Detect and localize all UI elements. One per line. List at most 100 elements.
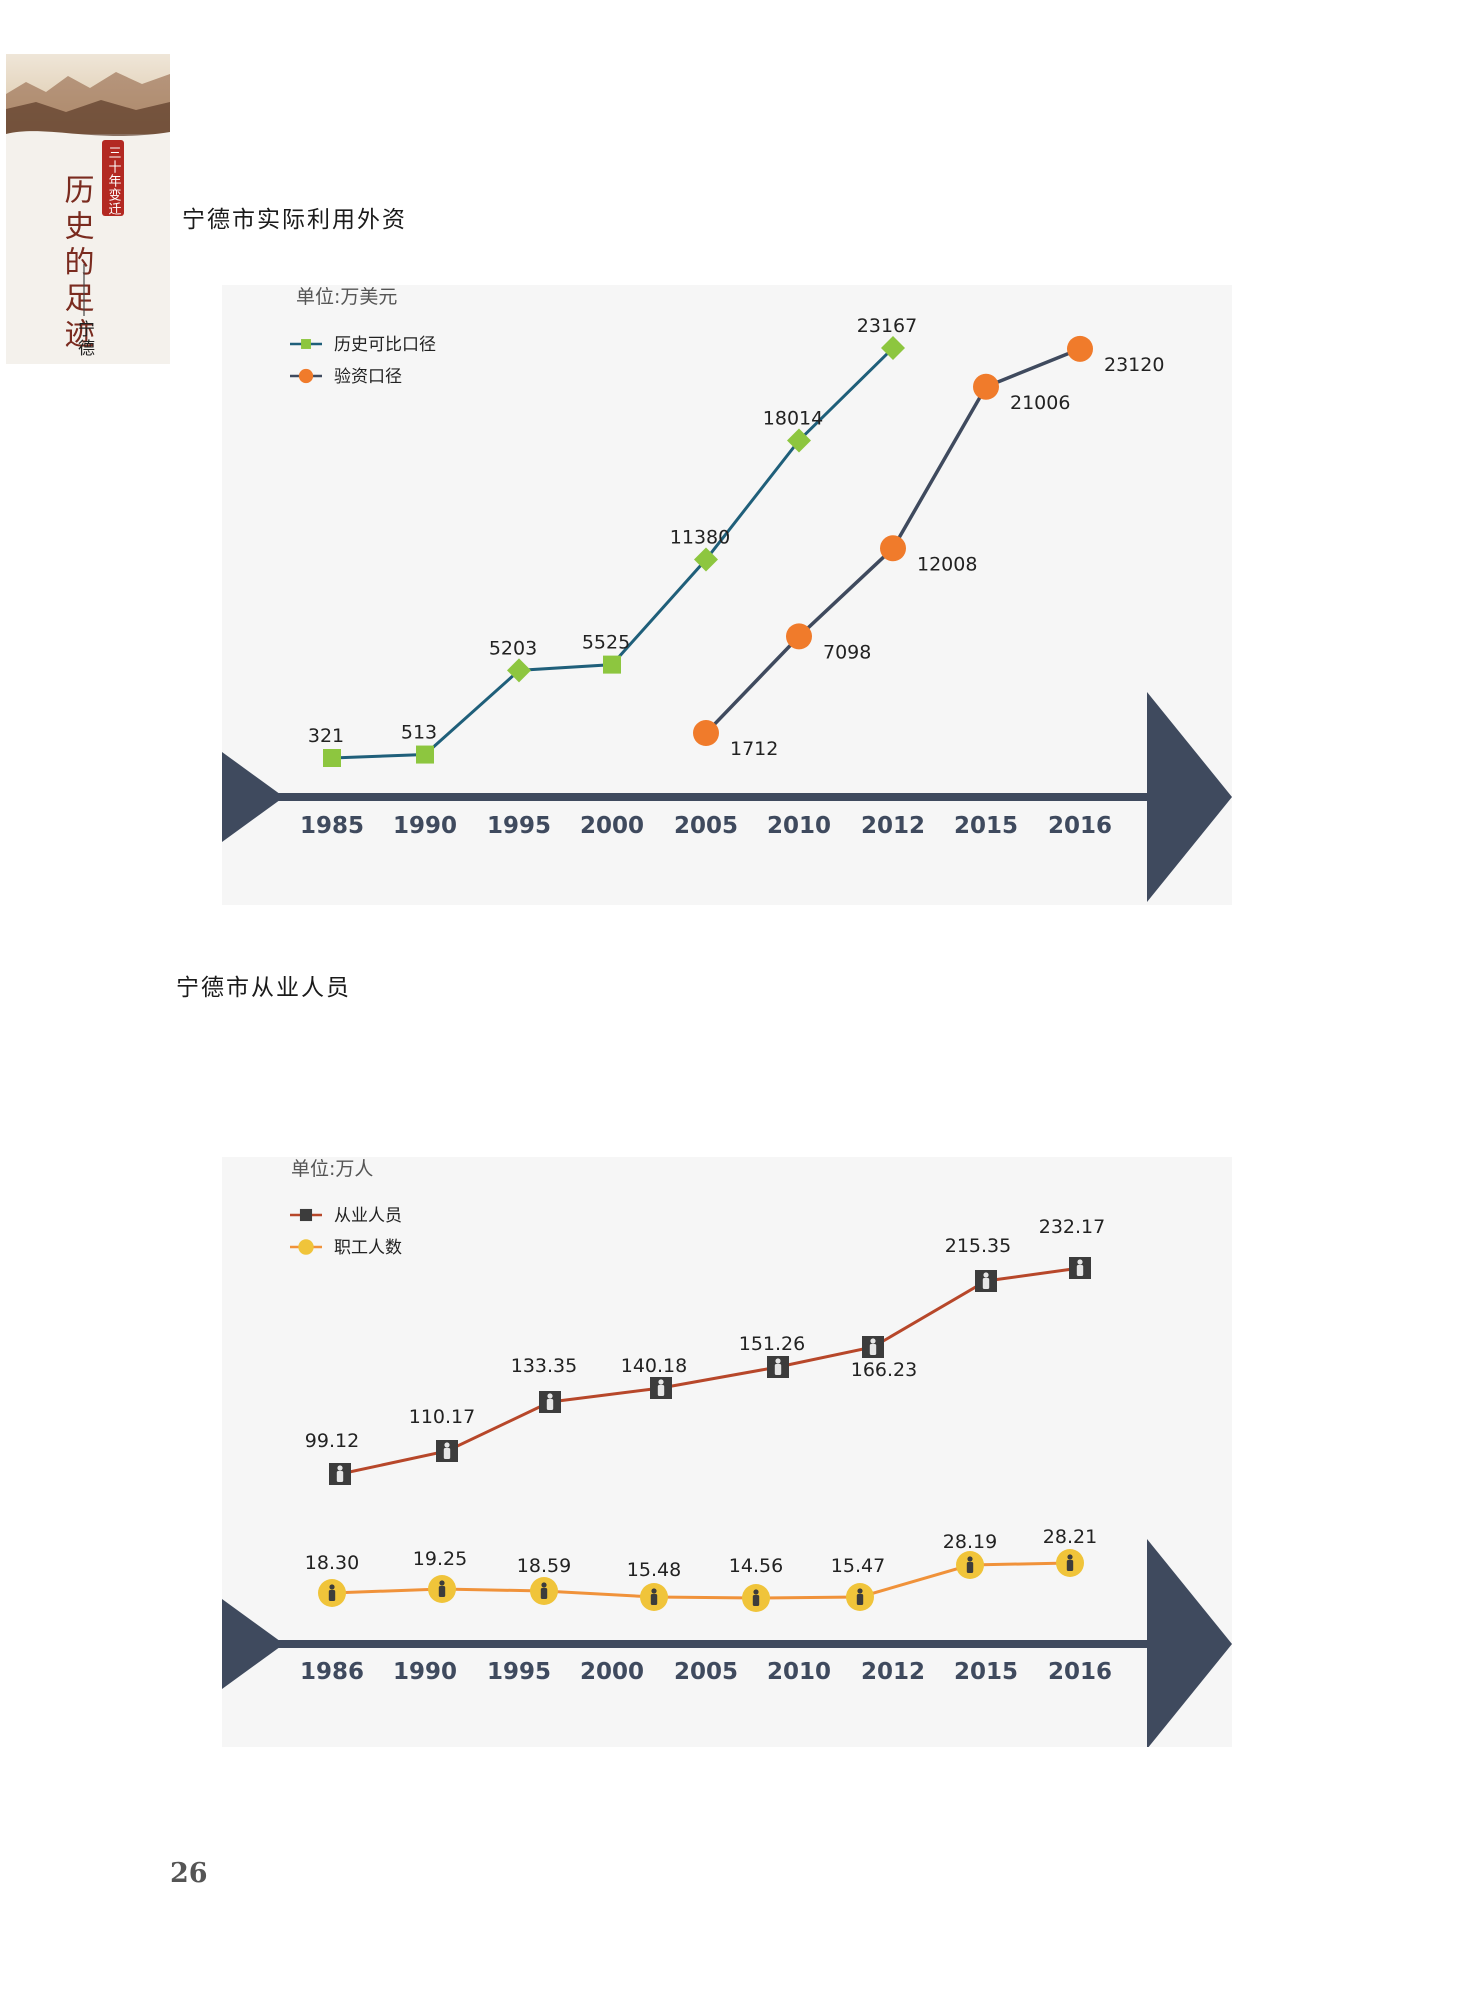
page-number: 26	[170, 1858, 208, 1889]
axis-start-arrow	[222, 1599, 284, 1689]
x-tick-label: 1990	[393, 1659, 457, 1685]
data-point-verified	[693, 720, 719, 747]
person-icon-head	[439, 1580, 445, 1586]
person-icon-body	[982, 1278, 990, 1289]
data-label-employees: 15.47	[831, 1555, 885, 1577]
data-label-employees: 15.48	[627, 1559, 681, 1581]
data-label-historical: 11380	[670, 527, 730, 549]
series-line-employees	[331, 1561, 1071, 1600]
person-icon-body	[546, 1399, 554, 1410]
x-tick-label: 2016	[1048, 1659, 1112, 1685]
data-label-employees: 28.19	[943, 1531, 997, 1553]
section-title-foreign-investment: 宁德市实际利用外资	[182, 207, 407, 233]
data-label-workers: 215.35	[945, 1235, 1011, 1257]
x-tick-label: 1985	[300, 813, 364, 839]
data-label-verified: 23120	[1104, 354, 1164, 376]
data-label-workers: 110.17	[409, 1406, 475, 1428]
person-icon-head	[541, 1582, 547, 1588]
chart-background	[222, 1157, 1232, 1747]
data-label-employees: 18.59	[517, 1555, 571, 1577]
person-icon-head	[1077, 1259, 1083, 1265]
x-tick-label: 2015	[954, 813, 1018, 839]
data-point-verified	[973, 373, 999, 400]
emblem-place: 宁德	[74, 320, 95, 358]
data-label-historical: 5203	[489, 637, 537, 659]
person-icon-body	[774, 1364, 782, 1375]
data-label-verified: 1712	[730, 738, 778, 760]
data-label-historical: 321	[308, 725, 344, 747]
person-icon-body	[328, 1590, 336, 1601]
series-line-workers	[339, 1266, 1081, 1476]
person-icon-head	[547, 1393, 553, 1399]
person-icon-head	[329, 1584, 335, 1590]
book-emblem: 历史的足迹 三十年变迁 宁德	[6, 54, 170, 364]
data-label-workers: 140.18	[621, 1355, 687, 1377]
emblem-badge: 三十年变迁	[106, 146, 122, 216]
data-label-workers: 151.26	[739, 1333, 805, 1355]
data-point-historical	[507, 658, 531, 683]
x-tick-label: 2016	[1048, 813, 1112, 839]
emblem-graphic: 历史的足迹 三十年变迁 宁德	[6, 54, 170, 364]
x-tick-label: 2000	[580, 813, 644, 839]
person-icon-head	[983, 1272, 989, 1278]
data-point-historical	[603, 655, 621, 674]
data-label-employees: 14.56	[729, 1555, 783, 1577]
person-icon-body	[336, 1471, 344, 1482]
axis-end-arrow	[1147, 1539, 1232, 1747]
data-point-historical	[323, 749, 341, 767]
x-tick-label: 1995	[487, 1659, 551, 1685]
legend-label: 职工人数	[334, 1238, 402, 1258]
data-label-employees: 19.25	[413, 1548, 467, 1570]
data-point-historical	[881, 336, 905, 360]
data-label-employees: 18.30	[305, 1552, 359, 1574]
person-icon-head	[870, 1338, 876, 1344]
legend-marker	[298, 368, 314, 384]
data-label-workers: 99.12	[305, 1430, 359, 1452]
x-axis-line	[272, 793, 1172, 801]
x-tick-label: 2005	[674, 1659, 738, 1685]
person-icon-body	[752, 1595, 760, 1606]
x-tick-label: 2010	[767, 813, 831, 839]
person-icon-body	[650, 1594, 658, 1605]
unit-label: 单位:万美元	[296, 286, 397, 308]
data-label-employees: 28.21	[1043, 1526, 1097, 1548]
data-point-verified	[880, 535, 906, 562]
data-label-workers: 232.17	[1039, 1216, 1105, 1238]
x-tick-label: 1995	[487, 813, 551, 839]
data-point-verified	[786, 623, 812, 650]
axis-end-arrow	[1147, 692, 1232, 902]
data-label-verified: 7098	[823, 641, 871, 663]
legend-marker	[301, 339, 311, 349]
section-title-employment: 宁德市从业人员	[176, 975, 351, 1001]
data-label-verified: 21006	[1010, 392, 1070, 414]
person-icon-body	[1066, 1560, 1074, 1571]
person-icon-body	[1076, 1265, 1084, 1276]
employment-chart: 单位:万人 99.12 110.17 133.35 140.18 151.26 166.23…	[222, 1157, 1232, 1747]
x-tick-label: 1990	[393, 813, 457, 839]
legend-label: 历史可比口径	[334, 335, 436, 355]
data-point-historical	[694, 547, 718, 572]
person-icon-body	[869, 1344, 877, 1355]
axis-start-arrow	[222, 752, 284, 842]
foreign-investment-chart: 单位:万美元 321 513 5203 5525 11380 18014 23167 1712 7…	[222, 285, 1232, 905]
data-point-verified	[1067, 335, 1093, 362]
x-tick-label: 2010	[767, 1659, 831, 1685]
legend-label: 从业人员	[334, 1206, 402, 1226]
emblem-title: 历史的足迹	[59, 174, 94, 354]
data-label-historical: 5525	[582, 632, 630, 654]
x-axis-line	[272, 1640, 1172, 1648]
person-icon-body	[657, 1385, 665, 1396]
person-icon-head	[967, 1556, 973, 1562]
person-icon-head	[753, 1589, 759, 1595]
person-icon-head	[857, 1588, 863, 1594]
data-label-verified: 12008	[917, 553, 977, 575]
person-icon-head	[1067, 1554, 1073, 1560]
x-tick-label: 1986	[300, 1659, 364, 1685]
x-tick-label: 2000	[580, 1659, 644, 1685]
data-point-historical	[416, 745, 434, 764]
x-tick-label: 2012	[861, 1659, 925, 1685]
legend-marker	[299, 1208, 313, 1222]
data-label-workers: 133.35	[511, 1355, 577, 1377]
person-icon-body	[966, 1562, 974, 1573]
legend-marker	[298, 1239, 314, 1255]
